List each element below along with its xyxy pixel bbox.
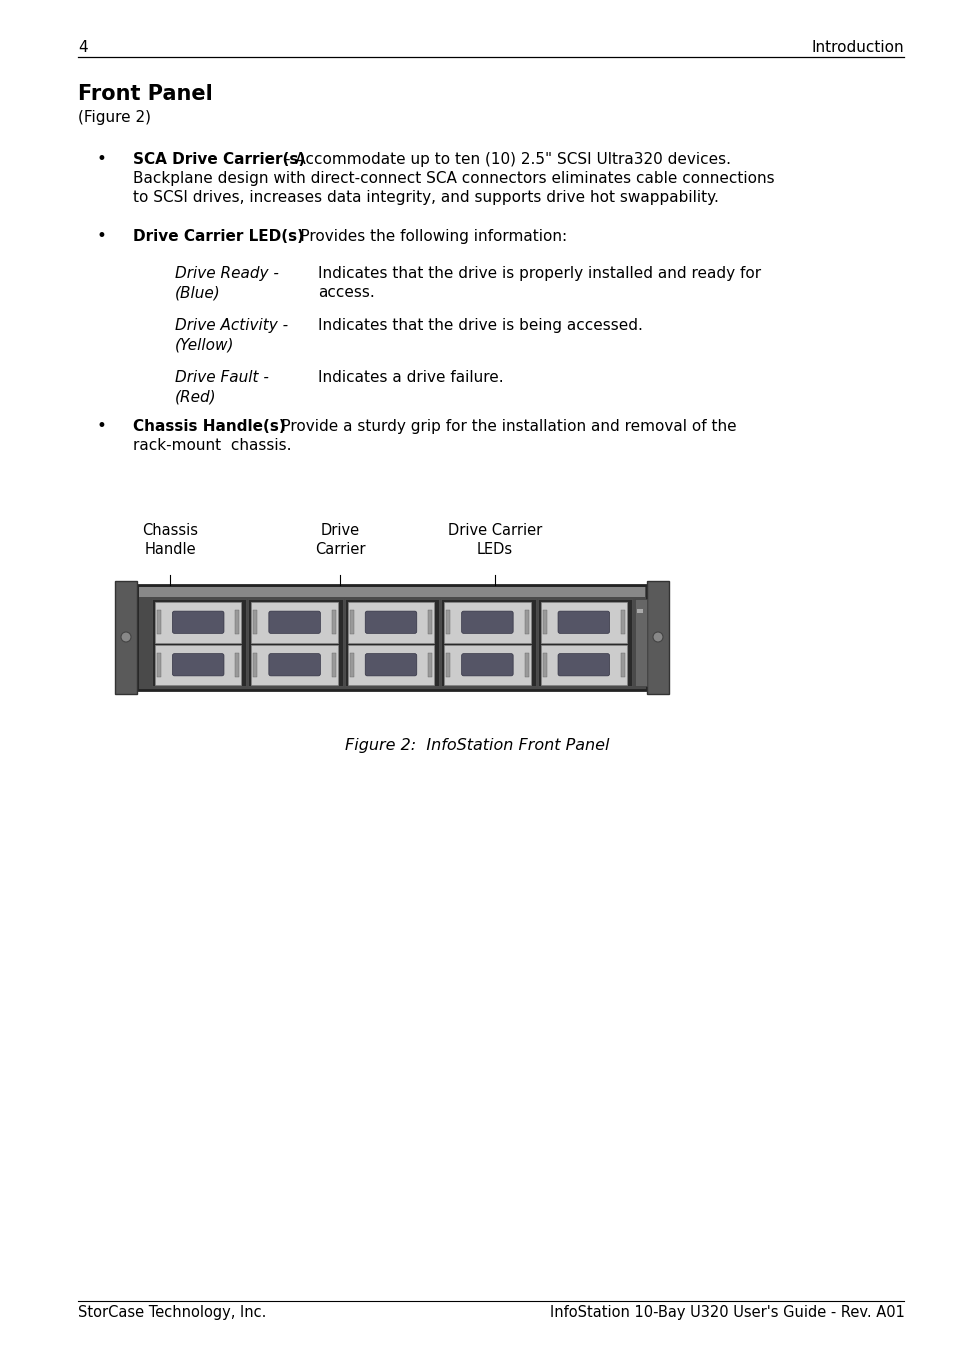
Text: •: • bbox=[96, 227, 106, 245]
Text: •: • bbox=[96, 151, 106, 168]
Text: Drive Fault -: Drive Fault - bbox=[175, 370, 269, 385]
Text: Drive Carrier: Drive Carrier bbox=[447, 523, 541, 538]
Bar bbox=[137, 585, 646, 690]
Bar bbox=[537, 600, 631, 686]
Bar bbox=[635, 600, 646, 686]
FancyBboxPatch shape bbox=[365, 653, 416, 676]
Text: (Yellow): (Yellow) bbox=[175, 337, 234, 352]
Bar bbox=[542, 653, 546, 676]
Bar bbox=[444, 602, 530, 642]
Text: StorCase Technology, Inc.: StorCase Technology, Inc. bbox=[78, 1305, 266, 1320]
Bar bbox=[446, 653, 450, 676]
Bar bbox=[348, 602, 434, 642]
Bar bbox=[540, 645, 626, 684]
Text: LEDs: LEDs bbox=[476, 542, 513, 557]
Bar bbox=[446, 611, 450, 634]
Text: Drive Activity -: Drive Activity - bbox=[175, 318, 288, 333]
Text: SCA Drive Carrier(s): SCA Drive Carrier(s) bbox=[133, 152, 305, 167]
Text: Drive Carrier LED(s): Drive Carrier LED(s) bbox=[133, 229, 304, 244]
Text: Drive: Drive bbox=[320, 523, 359, 538]
FancyBboxPatch shape bbox=[461, 611, 513, 634]
Circle shape bbox=[652, 632, 662, 642]
FancyBboxPatch shape bbox=[172, 611, 224, 634]
Text: 4: 4 bbox=[78, 40, 88, 55]
FancyBboxPatch shape bbox=[558, 611, 609, 634]
Text: InfoStation 10-Bay U320 User's Guide - Rev. A01: InfoStation 10-Bay U320 User's Guide - R… bbox=[549, 1305, 903, 1320]
Bar bbox=[235, 653, 239, 676]
Bar bbox=[115, 580, 137, 694]
Bar bbox=[348, 645, 434, 684]
Bar bbox=[157, 653, 161, 676]
Text: Indicates that the drive is properly installed and ready for: Indicates that the drive is properly ins… bbox=[318, 266, 760, 281]
Bar bbox=[524, 653, 528, 676]
Text: Introduction: Introduction bbox=[811, 40, 903, 55]
Text: rack-mount  chassis.: rack-mount chassis. bbox=[133, 438, 292, 453]
FancyBboxPatch shape bbox=[558, 653, 609, 676]
Bar bbox=[620, 611, 624, 634]
Text: Handle: Handle bbox=[144, 542, 195, 557]
Bar bbox=[440, 600, 535, 686]
Text: access.: access. bbox=[318, 285, 375, 300]
Text: (Blue): (Blue) bbox=[175, 285, 221, 300]
Text: Indicates a drive failure.: Indicates a drive failure. bbox=[318, 370, 503, 385]
FancyBboxPatch shape bbox=[365, 611, 416, 634]
Text: Chassis Handle(s): Chassis Handle(s) bbox=[133, 419, 286, 434]
FancyBboxPatch shape bbox=[269, 611, 320, 634]
Bar bbox=[152, 600, 246, 686]
Bar bbox=[154, 602, 241, 642]
Bar bbox=[154, 645, 241, 684]
Bar bbox=[524, 611, 528, 634]
Bar bbox=[350, 653, 354, 676]
Bar bbox=[139, 587, 644, 597]
Text: Backplane design with direct-connect SCA connectors eliminates cable connections: Backplane design with direct-connect SCA… bbox=[133, 171, 774, 186]
Bar bbox=[620, 653, 624, 676]
Circle shape bbox=[121, 632, 131, 642]
Text: (Figure 2): (Figure 2) bbox=[78, 110, 152, 125]
Bar bbox=[252, 602, 337, 642]
Bar bbox=[248, 600, 342, 686]
Text: - Provide a sturdy grip for the installation and removal of the: - Provide a sturdy grip for the installa… bbox=[271, 419, 736, 434]
Text: to SCSI drives, increases data integrity, and supports drive hot swappability.: to SCSI drives, increases data integrity… bbox=[133, 190, 719, 205]
Text: •: • bbox=[96, 418, 106, 435]
Bar bbox=[344, 600, 438, 686]
Bar bbox=[540, 602, 626, 642]
FancyBboxPatch shape bbox=[172, 653, 224, 676]
Bar bbox=[332, 653, 335, 676]
Bar bbox=[542, 611, 546, 634]
FancyBboxPatch shape bbox=[269, 653, 320, 676]
Bar bbox=[253, 611, 257, 634]
Bar bbox=[637, 609, 642, 613]
Bar bbox=[252, 645, 337, 684]
Bar bbox=[444, 645, 530, 684]
Bar bbox=[350, 611, 354, 634]
Bar bbox=[157, 611, 161, 634]
Text: Figure 2:  InfoStation Front Panel: Figure 2: InfoStation Front Panel bbox=[344, 738, 609, 753]
Bar bbox=[235, 611, 239, 634]
Text: Carrier: Carrier bbox=[314, 542, 365, 557]
Text: (Red): (Red) bbox=[175, 389, 216, 404]
FancyBboxPatch shape bbox=[461, 653, 513, 676]
Text: - Accommodate up to ten (10) 2.5" SCSI Ultra320 devices.: - Accommodate up to ten (10) 2.5" SCSI U… bbox=[285, 152, 730, 167]
Bar bbox=[646, 580, 668, 694]
Text: Indicates that the drive is being accessed.: Indicates that the drive is being access… bbox=[318, 318, 642, 333]
Text: Drive Ready -: Drive Ready - bbox=[175, 266, 279, 281]
Bar bbox=[253, 653, 257, 676]
Bar bbox=[428, 653, 432, 676]
Bar bbox=[428, 611, 432, 634]
Bar bbox=[332, 611, 335, 634]
Text: Front Panel: Front Panel bbox=[78, 84, 213, 104]
Text: - Provides the following information:: - Provides the following information: bbox=[290, 229, 567, 244]
Text: Chassis: Chassis bbox=[142, 523, 198, 538]
